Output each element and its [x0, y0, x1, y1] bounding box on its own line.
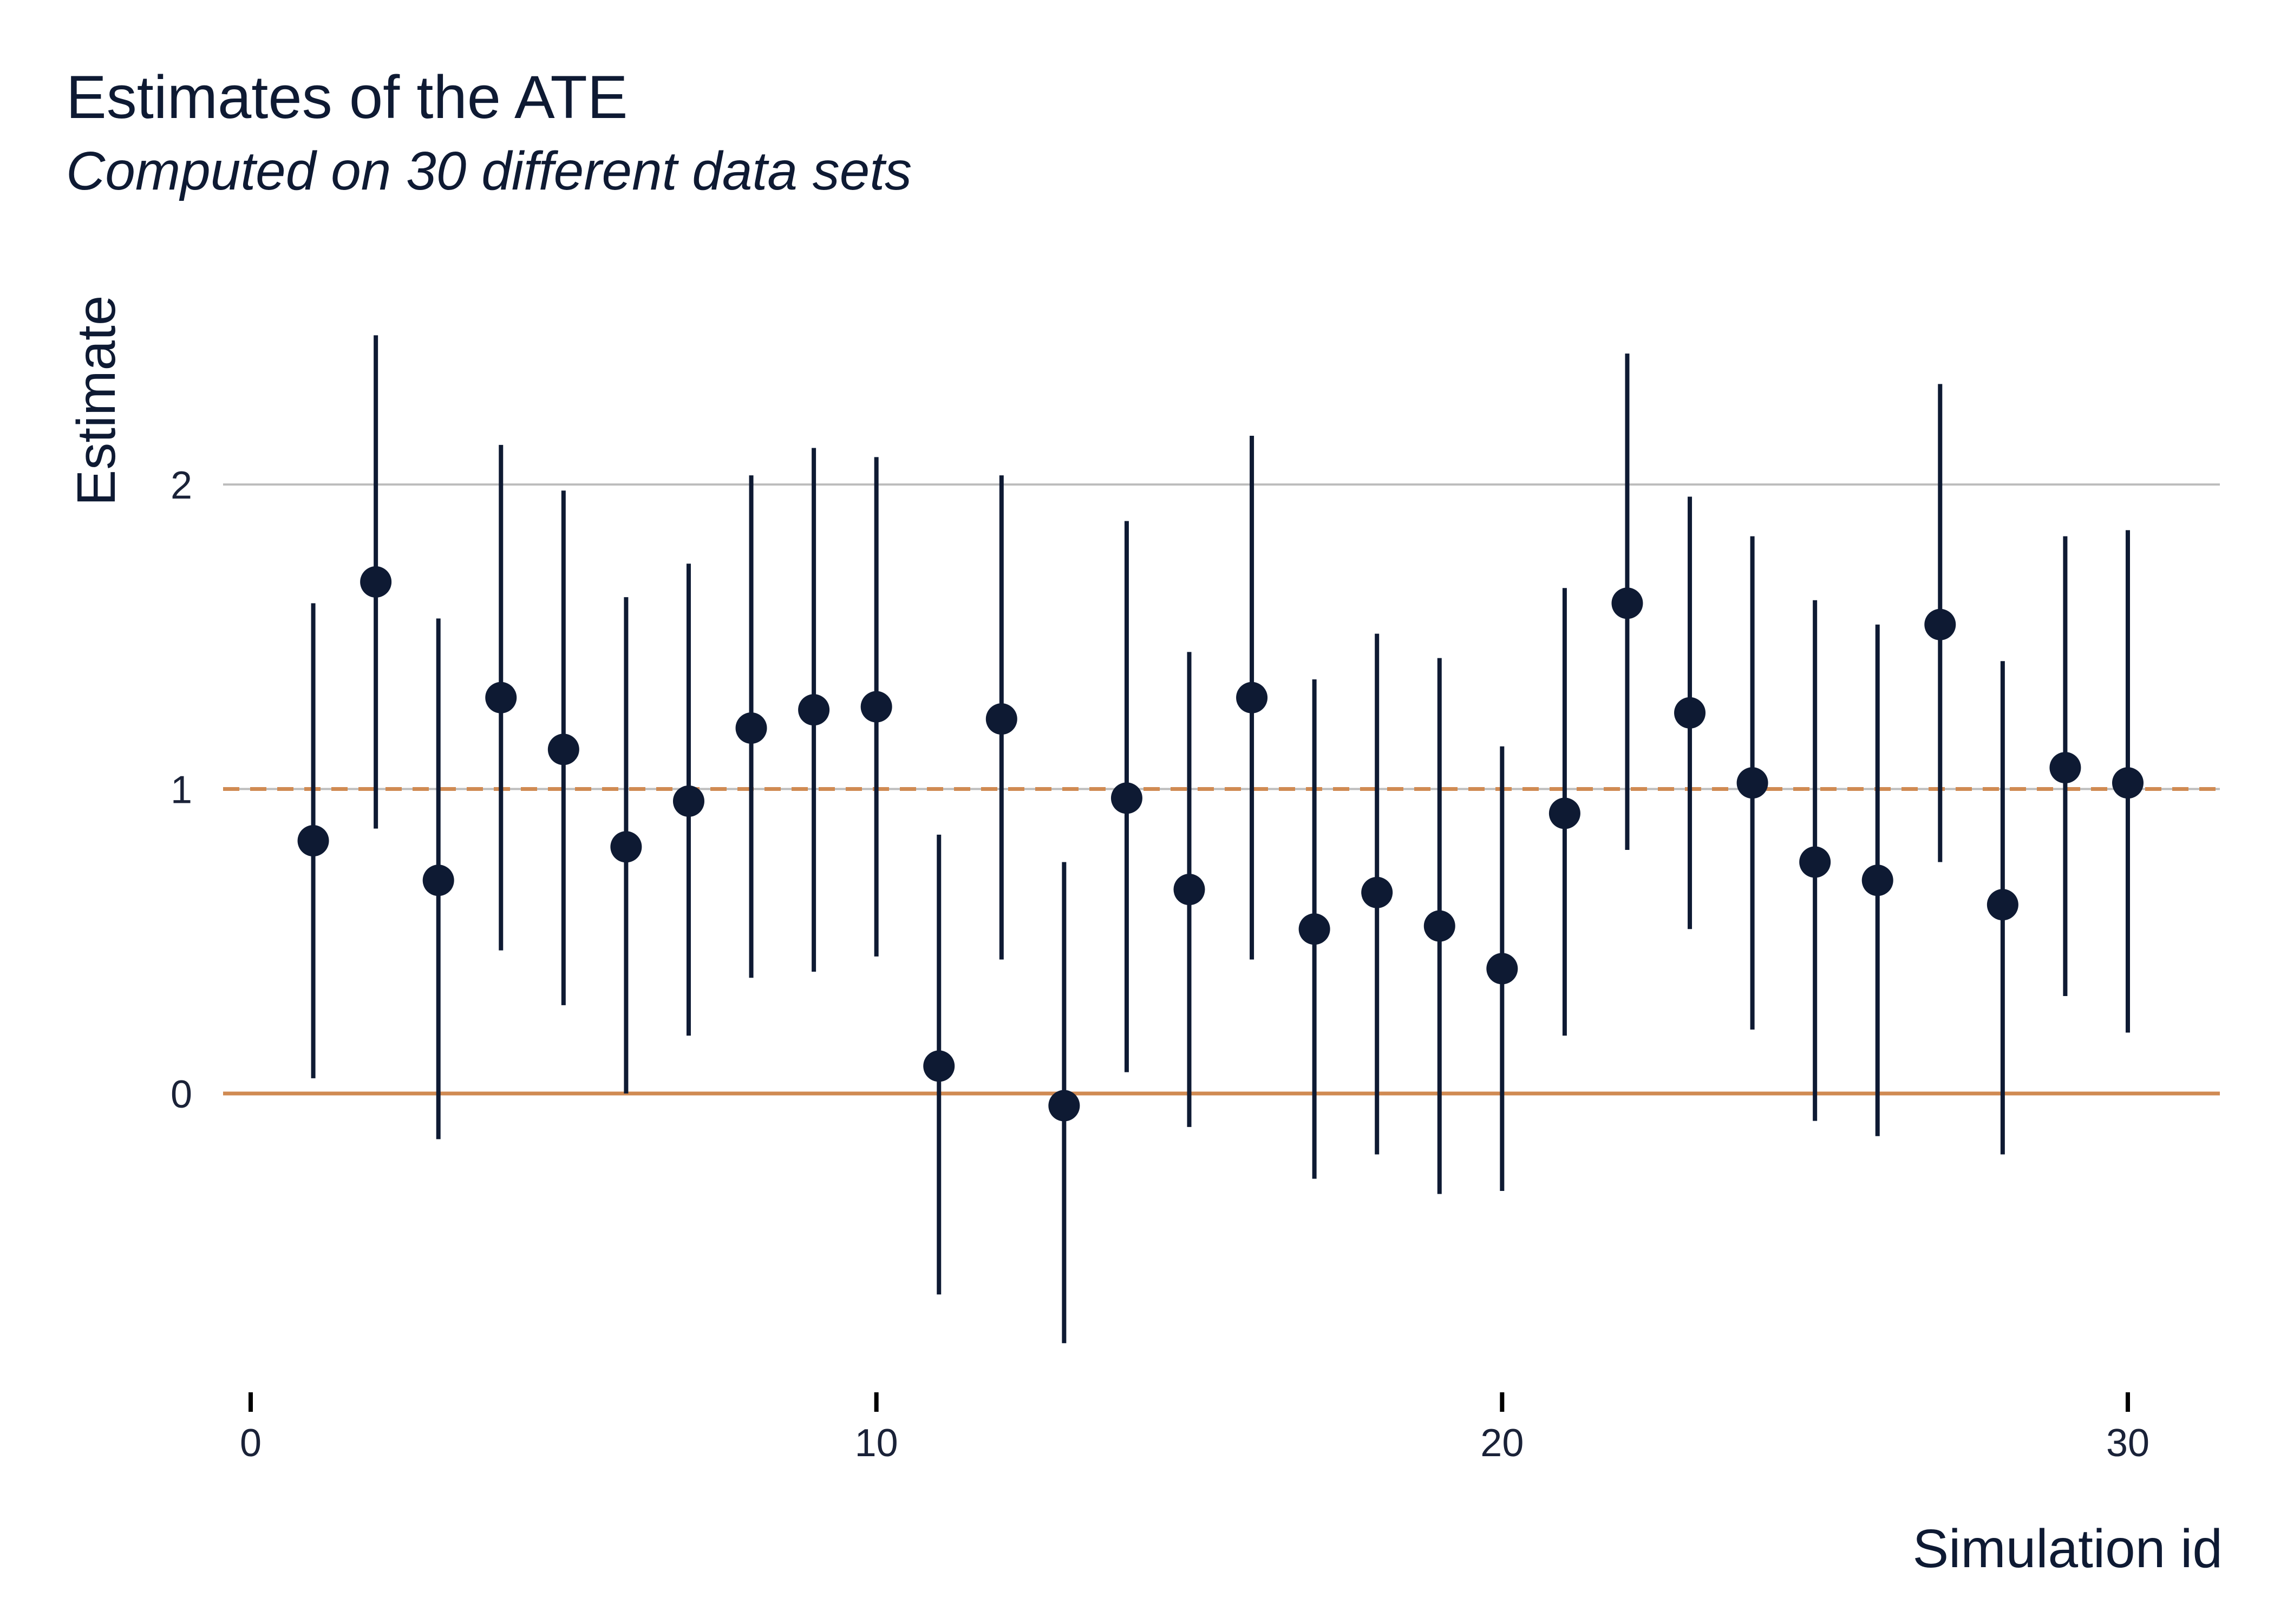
estimate-point — [672, 785, 704, 817]
estimate-point — [1423, 910, 1455, 942]
estimate-point — [1548, 797, 1580, 829]
estimate-point — [1799, 846, 1831, 878]
estimate-point — [297, 825, 329, 857]
y-tick-label: 0 — [171, 1073, 192, 1116]
estimate-point — [923, 1050, 955, 1082]
estimate-point — [1298, 913, 1330, 945]
x-tick-label: 0 — [240, 1422, 262, 1465]
estimate-point — [547, 734, 579, 765]
estimate-point — [1173, 874, 1205, 906]
y-axis-title: Estimate — [66, 295, 127, 506]
estimate-point — [1987, 889, 2018, 921]
estimate-point — [422, 865, 454, 896]
y-tick-label: 2 — [171, 464, 192, 507]
estimate-point — [2049, 752, 2081, 784]
x-axis-title: Simulation id — [1912, 1518, 2223, 1579]
estimate-point — [610, 831, 642, 863]
estimate-point — [1736, 767, 1768, 799]
estimate-point — [735, 712, 767, 744]
estimate-point — [798, 694, 830, 726]
estimate-point — [1924, 608, 1956, 640]
estimate-point — [1861, 865, 1893, 896]
chart-subtitle: Computed on 30 different data sets — [66, 141, 912, 201]
estimate-point — [485, 682, 517, 713]
estimate-point — [860, 691, 892, 723]
x-tick-label: 30 — [2106, 1422, 2149, 1465]
estimate-point — [1236, 682, 1268, 713]
x-tick-label: 10 — [855, 1422, 898, 1465]
estimate-point — [1048, 1090, 1080, 1122]
x-tick-label: 20 — [1480, 1422, 1524, 1465]
reference-lines — [223, 787, 2220, 1096]
estimate-point — [1361, 876, 1393, 908]
chart-title: Estimates of the ATE — [66, 63, 628, 131]
estimate-point — [1110, 782, 1142, 814]
point-range-series — [297, 335, 2144, 1344]
y-tick-label: 1 — [171, 769, 192, 812]
estimate-point — [2112, 767, 2144, 799]
estimate-point — [985, 703, 1017, 735]
estimate-point — [1674, 697, 1706, 729]
estimate-point — [360, 566, 392, 598]
estimate-point — [1611, 587, 1643, 619]
estimate-point — [1486, 953, 1518, 985]
